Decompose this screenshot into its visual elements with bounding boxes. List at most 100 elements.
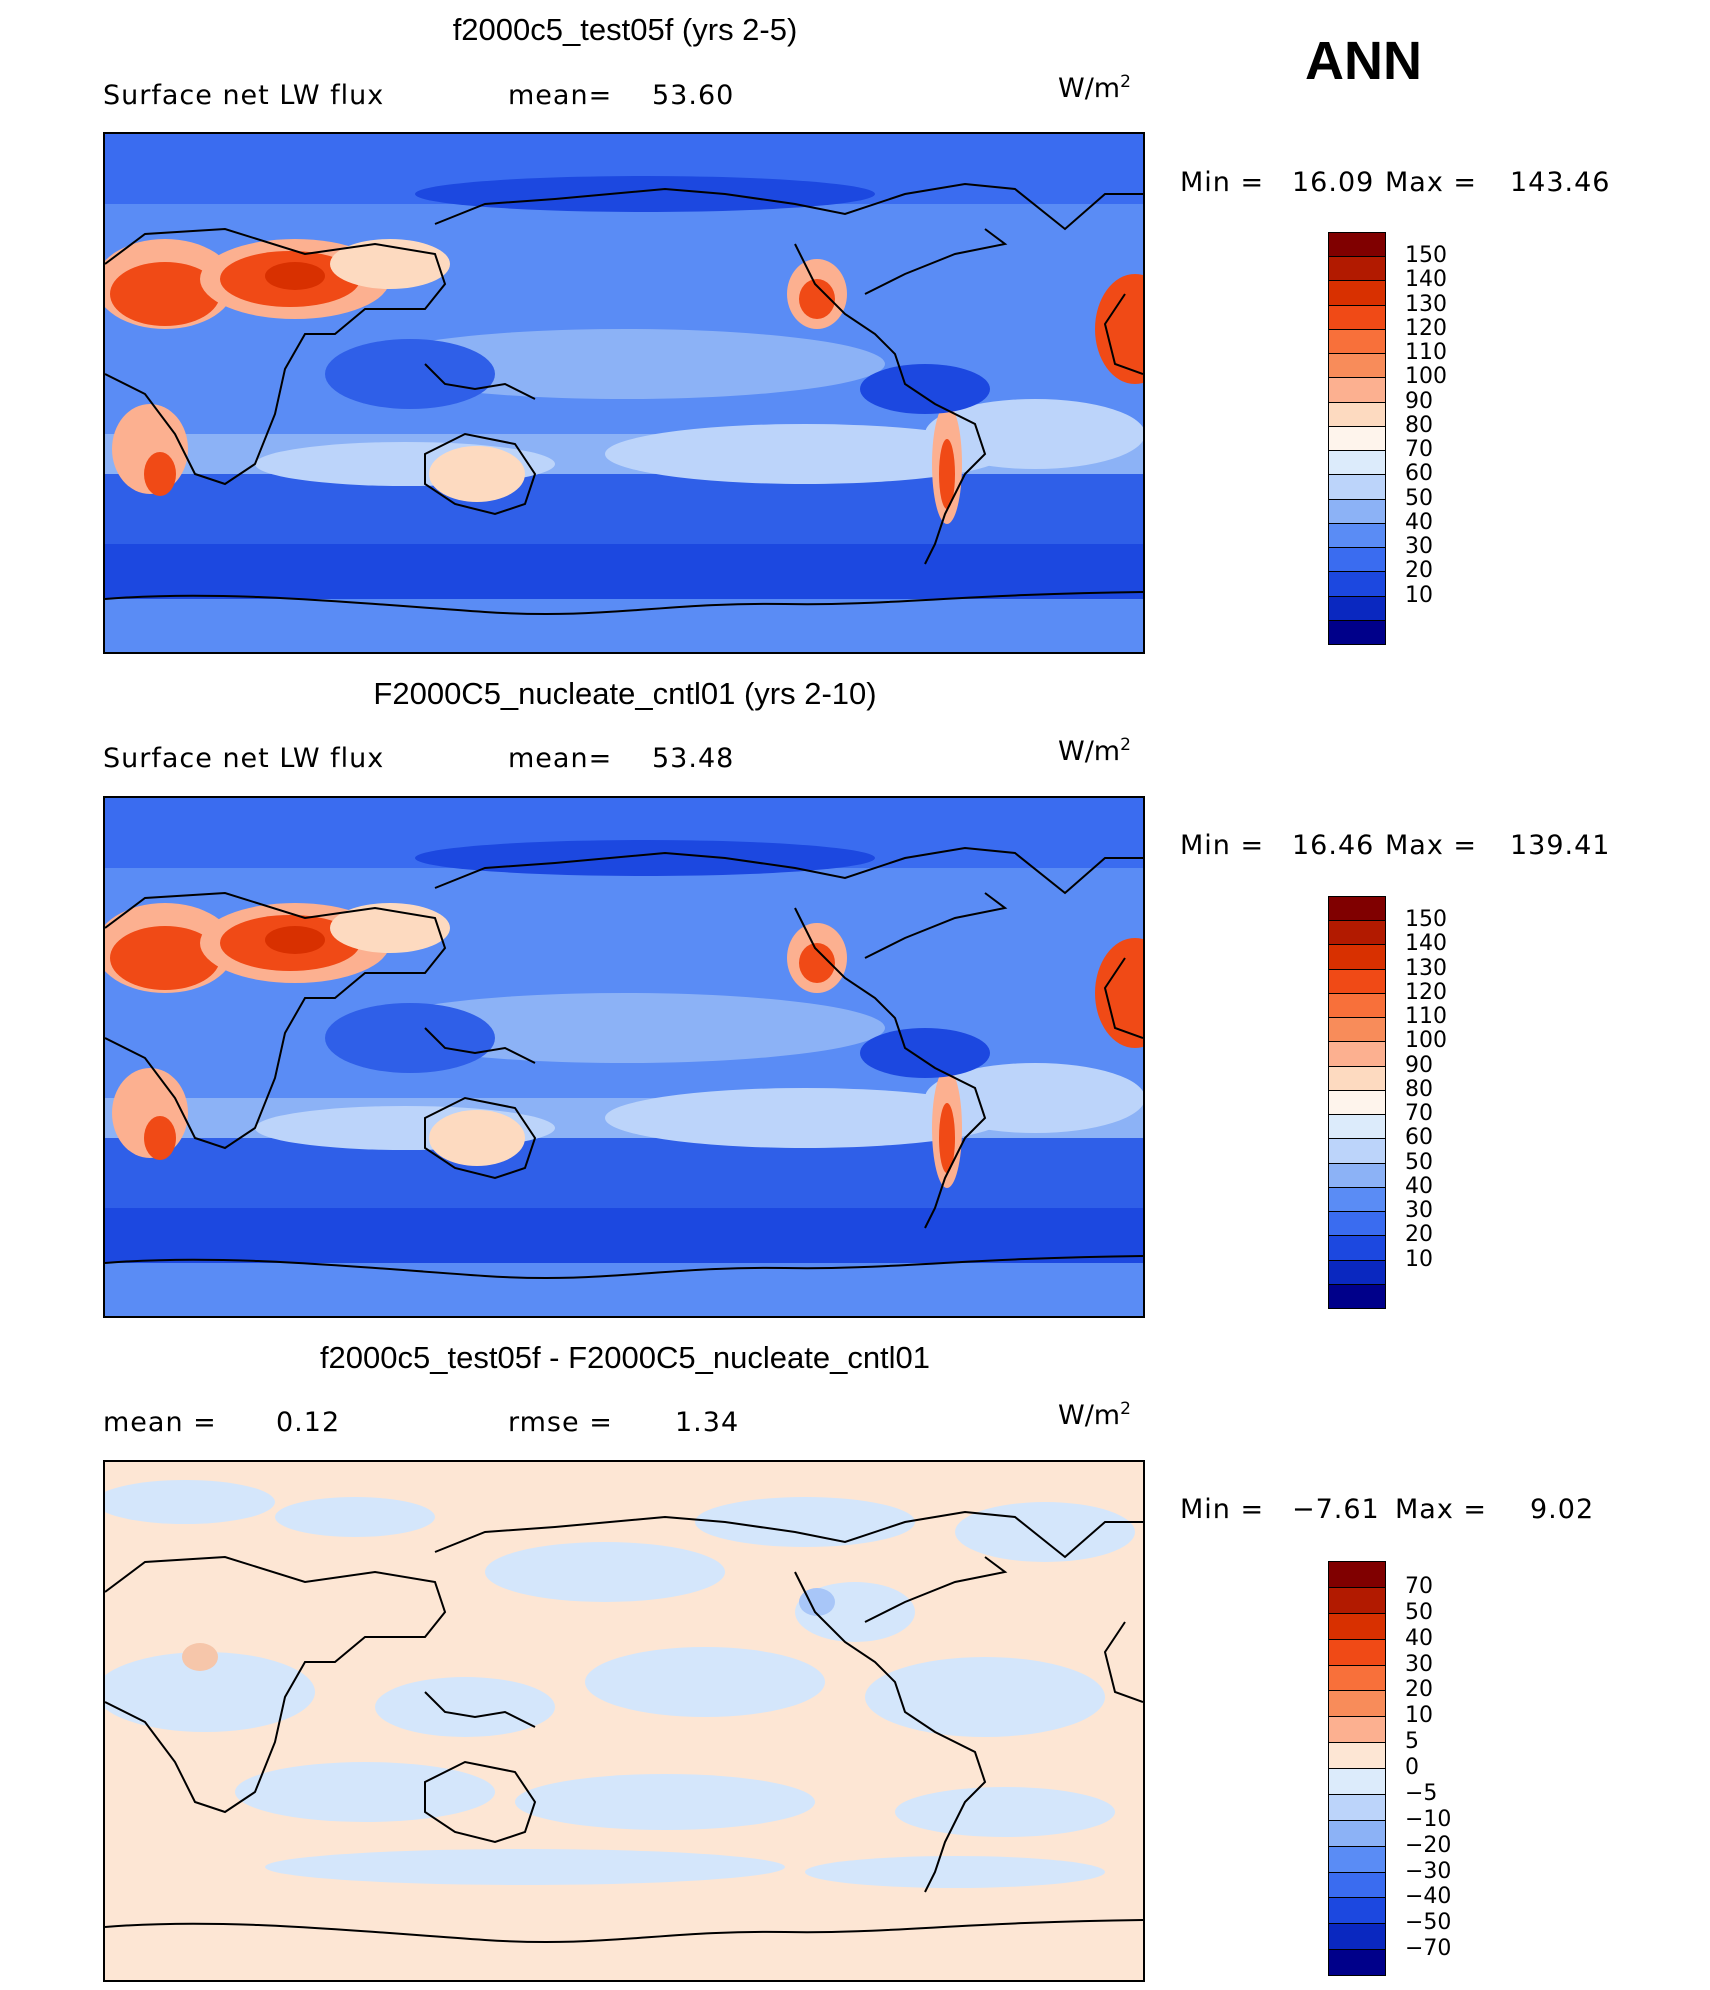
panel3-mean-label: mean =	[103, 1407, 217, 1438]
colorbar-tick-label: −20	[1405, 1832, 1452, 1858]
colorbar-tick-label: 140	[1405, 267, 1447, 293]
panel2-mean-value: 53.48	[652, 743, 735, 774]
panel3-max-label: Max =	[1395, 1494, 1488, 1525]
colorbar-tick-label: −5	[1405, 1780, 1438, 1806]
colorbar-swatch	[1328, 280, 1386, 306]
colorbar-swatch	[1328, 1586, 1386, 1614]
colorbar-swatch	[1328, 595, 1386, 621]
colorbar-swatch	[1328, 304, 1386, 330]
panel3-min-value: −7.61	[1292, 1494, 1380, 1525]
colorbar-swatch	[1328, 232, 1386, 258]
colorbar-swatch	[1328, 1235, 1386, 1261]
panel2-map-svg	[105, 798, 1143, 1316]
panel2-mean-label: mean=	[508, 743, 613, 774]
panel3-mean-value: 0.12	[276, 1407, 341, 1438]
panel1-colorbar: 150 140 130 120 110 100 90 80 70 60 50 40 30 20 10	[1328, 232, 1447, 645]
colorbar-swatch	[1328, 920, 1386, 946]
colorbar-tick-label: 110	[1405, 1004, 1447, 1030]
panel3-units: W/m2	[1058, 1399, 1131, 1431]
colorbar-tick-label: 60	[1405, 461, 1433, 487]
colorbar-tick-label: 10	[1405, 1703, 1433, 1729]
panel2-min-value: 16.46	[1292, 830, 1375, 861]
colorbar-swatch	[1328, 377, 1386, 403]
colorbar-swatch	[1328, 1089, 1386, 1116]
colorbar-swatch	[1328, 1162, 1386, 1188]
colorbar-tick-label: 50	[1405, 1599, 1433, 1625]
colorbar-tick-label: 40	[1405, 1625, 1433, 1651]
panel1-mean-value: 53.60	[652, 80, 735, 111]
panel2-title: F2000C5_nucleate_cntl01 (yrs 2-10)	[373, 676, 877, 711]
colorbar-swatch	[1328, 944, 1386, 970]
colorbar-swatch	[1328, 1638, 1386, 1666]
colorbar-tick-label: 80	[1405, 1076, 1433, 1102]
colorbar-swatch	[1328, 619, 1386, 645]
panel1-min-value: 16.09	[1292, 167, 1375, 198]
colorbar-tick-label: −40	[1405, 1884, 1452, 1910]
panel3-max-value: 9.02	[1530, 1494, 1595, 1525]
colorbar-tick-label: 70	[1405, 1573, 1433, 1599]
colorbar-swatch	[1328, 1138, 1386, 1164]
colorbar-tick-label: −50	[1405, 1910, 1452, 1936]
panel1-mean-label: mean=	[508, 80, 613, 111]
colorbar-swatch	[1328, 1716, 1386, 1744]
colorbar-swatch	[1328, 1845, 1386, 1873]
colorbar-tick-label: 140	[1405, 931, 1447, 957]
colorbar-tick-label: 150	[1405, 907, 1447, 933]
colorbar-tick-label: −10	[1405, 1806, 1452, 1832]
panel1-units: W/m2	[1058, 72, 1131, 104]
colorbar-swatch	[1328, 1923, 1386, 1951]
colorbar-swatch	[1328, 256, 1386, 282]
panel2-colorbar: 150 140 130 120 110 100 90 80 70 60 50 40 30 20 10	[1328, 896, 1447, 1309]
colorbar-tick-label: 30	[1405, 1198, 1433, 1224]
colorbar-tick-label: 40	[1405, 1173, 1433, 1199]
panel2-map	[103, 796, 1145, 1318]
colorbar-swatch	[1328, 1114, 1386, 1140]
panel2-units: W/m2	[1058, 735, 1131, 767]
colorbar-swatch	[1328, 1211, 1386, 1237]
colorbar-swatch	[1328, 328, 1386, 355]
colorbar-swatch	[1328, 1612, 1386, 1640]
colorbar-tick-label: 40	[1405, 509, 1433, 535]
panel3-colorbar: 70 50 40 30 20 10 5 0 −5 −10 −20 −30 −40 −50 −70	[1328, 1561, 1451, 1976]
colorbar-tick-label: 30	[1405, 1651, 1433, 1677]
colorbar-swatch	[1328, 353, 1386, 379]
colorbar-tick-label: 20	[1405, 1222, 1433, 1248]
colorbar-tick-label: 130	[1405, 291, 1447, 317]
colorbar-swatch	[1328, 1041, 1386, 1067]
colorbar-swatch	[1328, 1871, 1386, 1899]
colorbar-tick-label: 110	[1405, 340, 1447, 366]
colorbar-tick-label: 90	[1405, 388, 1433, 414]
panel1-map-svg	[105, 134, 1143, 652]
panel2-max-value: 139.41	[1510, 830, 1611, 861]
colorbar-tick-label: 20	[1405, 558, 1433, 584]
colorbar-tick-label: 10	[1405, 1246, 1433, 1272]
colorbar-swatch	[1328, 1742, 1386, 1769]
colorbar-swatch	[1328, 1283, 1386, 1309]
colorbar-tick-label: 100	[1405, 364, 1447, 390]
panel3-min-label: Min =	[1180, 1494, 1265, 1525]
panel3-rmse-value: 1.34	[675, 1407, 740, 1438]
colorbar-tick-label: −70	[1405, 1936, 1452, 1962]
colorbar-swatch	[1328, 1768, 1386, 1795]
panel3-map-svg	[105, 1462, 1143, 1980]
colorbar-swatch	[1328, 1690, 1386, 1718]
colorbar-swatch	[1328, 474, 1386, 500]
panel1-max-value: 143.46	[1510, 167, 1611, 198]
colorbar-swatch	[1328, 450, 1386, 476]
panel3-rmse-label: rmse =	[508, 1407, 613, 1438]
colorbar-swatch	[1328, 425, 1386, 452]
colorbar-tick-label: 70	[1405, 1101, 1433, 1127]
colorbar-tick-label: 60	[1405, 1125, 1433, 1151]
colorbar-swatch	[1328, 896, 1386, 922]
colorbar-swatch	[1328, 1065, 1386, 1091]
colorbar-tick-label: 90	[1405, 1052, 1433, 1078]
colorbar-tick-label: 120	[1405, 315, 1447, 341]
colorbar-tick-label: 30	[1405, 534, 1433, 560]
colorbar-tick-label: 70	[1405, 437, 1433, 463]
colorbar-tick-label: 80	[1405, 412, 1433, 438]
colorbar-swatch	[1328, 1897, 1386, 1925]
panel2-max-label: Max =	[1385, 830, 1478, 861]
panel1-variable-label: Surface net LW flux	[103, 80, 385, 111]
colorbar-tick-label: 130	[1405, 955, 1447, 981]
colorbar-swatch	[1328, 968, 1386, 994]
